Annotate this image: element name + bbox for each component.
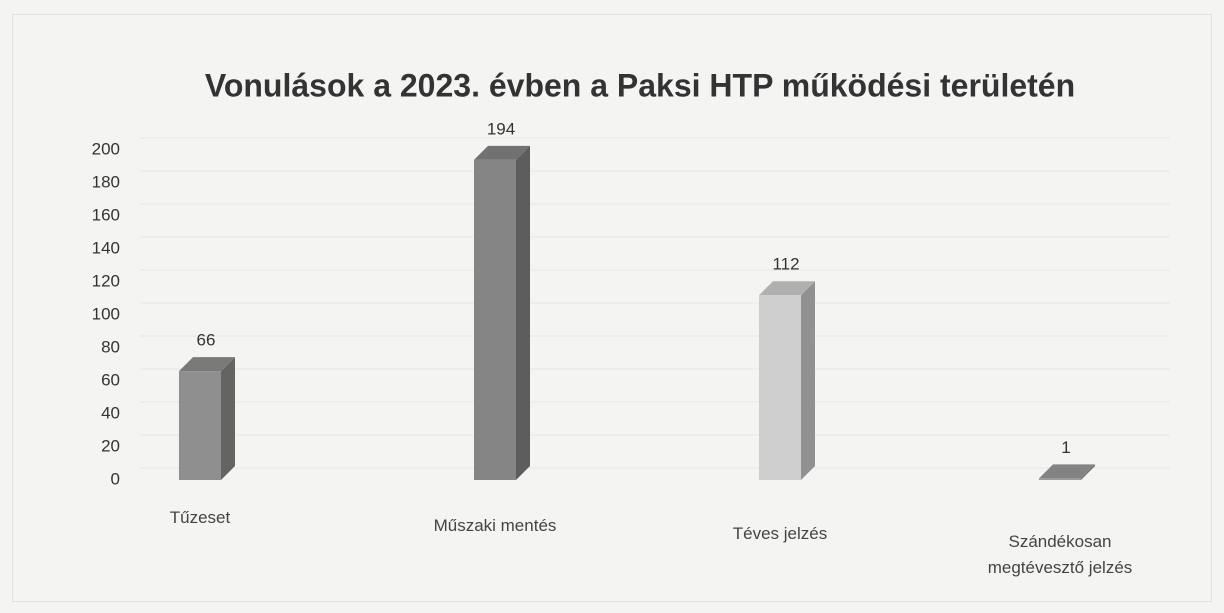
bar-side bbox=[801, 281, 815, 480]
bar bbox=[759, 295, 801, 480]
bar bbox=[474, 159, 516, 480]
y-tick-label: 80 bbox=[101, 337, 120, 356]
bar bbox=[179, 371, 221, 480]
x-tick-label: Téves jelzés bbox=[732, 524, 828, 543]
x-tick-label: Szándékosan megtévesztő jelzés bbox=[987, 532, 1133, 577]
x-tick-label: Tűzeset bbox=[169, 508, 231, 527]
value-label: 66 bbox=[197, 331, 216, 350]
x-tick-label: Műszaki mentés bbox=[433, 516, 557, 535]
chart-frame bbox=[12, 14, 1212, 602]
bar-side bbox=[516, 145, 530, 480]
y-tick-label: 140 bbox=[92, 238, 120, 257]
y-tick-label: 40 bbox=[101, 403, 120, 422]
y-tick-label: 200 bbox=[92, 139, 120, 158]
value-label: 194 bbox=[487, 119, 515, 138]
value-label: 112 bbox=[772, 255, 799, 274]
bar bbox=[1039, 478, 1081, 480]
bar-top bbox=[759, 281, 815, 296]
y-tick-label: 60 bbox=[101, 370, 120, 389]
bar-top bbox=[179, 357, 235, 372]
bar-side bbox=[221, 357, 235, 480]
y-tick-label: 0 bbox=[111, 469, 120, 488]
bar-top bbox=[474, 145, 530, 160]
chart-title: Vonulások a 2023. évben a Paksi HTP műkö… bbox=[205, 67, 1075, 103]
y-tick-label: 20 bbox=[101, 436, 120, 455]
value-label: 1 bbox=[1061, 438, 1070, 457]
bar-top bbox=[1039, 464, 1095, 479]
y-tick-label: 120 bbox=[92, 271, 120, 290]
y-tick-label: 180 bbox=[92, 172, 120, 191]
bar-side bbox=[1081, 464, 1095, 480]
y-tick-label: 160 bbox=[92, 205, 120, 224]
y-tick-label: 100 bbox=[92, 304, 120, 323]
